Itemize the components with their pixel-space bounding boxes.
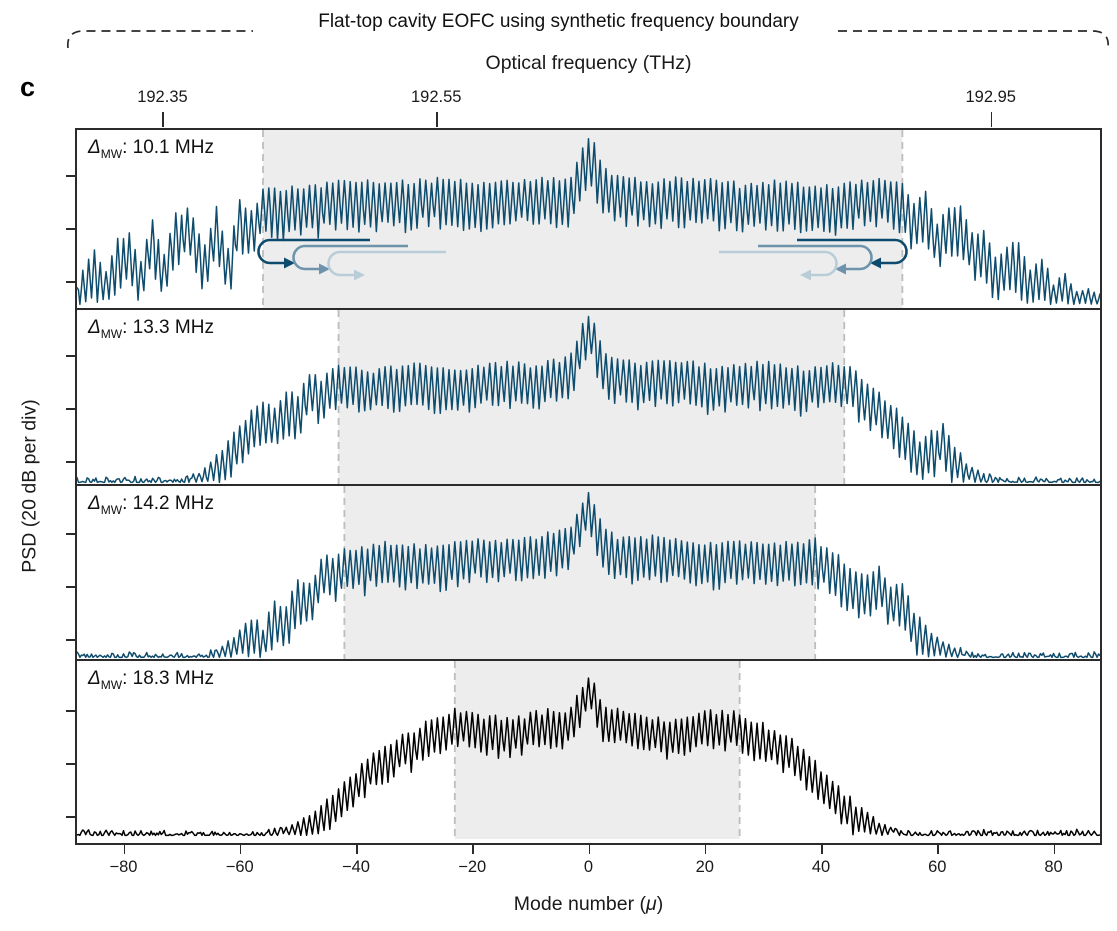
y-tick-mark <box>66 710 75 712</box>
x-tick-label: 20 <box>695 858 714 876</box>
y-tick-mark <box>66 533 75 535</box>
plot-area: ΔMW: 10.1 MHz ΔMW: 13.3 MHz ΔMW: 14.2 MHz Δ… <box>75 128 1102 845</box>
x-tick-mark <box>239 845 242 854</box>
y-tick-mark <box>66 228 75 230</box>
spectrum-panel-2: ΔMW: 13.3 MHz <box>77 308 1100 486</box>
spectrum-panel-3: ΔMW: 14.2 MHz <box>77 484 1100 661</box>
arrowhead-icon <box>354 269 365 281</box>
x-tick-label: −20 <box>458 858 487 876</box>
x-tick-mark <box>123 845 126 854</box>
y-tick-mark <box>66 461 75 463</box>
x-tick-label: 40 <box>811 858 831 876</box>
spectrum-trace <box>77 315 1100 484</box>
top-tick-mark <box>436 112 438 127</box>
x-tick-label: 80 <box>1044 858 1063 876</box>
panel-letter: c <box>20 72 36 102</box>
arrowhead-icon <box>284 257 295 269</box>
panel-label: ΔMW: 18.3 MHz <box>88 668 214 692</box>
recirculation-arrow-right <box>719 250 838 277</box>
x-axis-label-prefix: Mode number ( <box>513 893 647 915</box>
panel-label: ΔMW: 13.3 MHz <box>88 317 214 341</box>
figure-title: Flat-top cavity EOFC using synthetic fre… <box>318 11 799 32</box>
recirculation-arrow-right <box>797 238 908 265</box>
mu-symbol: μ <box>646 893 657 915</box>
top-axis-label: Optical frequency (THz) <box>485 52 692 74</box>
x-tick-label: −40 <box>342 858 370 876</box>
y-tick-mark <box>66 281 75 283</box>
recirculation-arrows <box>257 238 908 281</box>
spectrum-trace <box>77 491 1100 659</box>
y-tick-mark <box>66 586 75 588</box>
x-tick-mark <box>588 845 591 854</box>
spectrum-trace <box>77 677 1100 837</box>
x-tick-mark <box>937 845 939 854</box>
arrowhead-icon <box>870 257 881 269</box>
x-tick-label: −60 <box>225 858 254 876</box>
arrowhead-icon <box>319 263 330 275</box>
spectrum-trace <box>77 137 1100 306</box>
x-axis-label-suffix: ) <box>656 893 664 915</box>
x-tick-label: −80 <box>109 858 138 876</box>
y-tick-mark <box>66 355 75 357</box>
x-axis-label: Mode number (μ) <box>75 893 1102 916</box>
panel-label: ΔMW: 14.2 MHz <box>88 493 214 517</box>
y-axis-label: PSD (20 dB per div) <box>18 399 41 573</box>
title-bracket-dashes <box>66 30 1110 49</box>
top-tick-mark <box>990 112 993 127</box>
recirculation-arrow-left <box>292 244 408 271</box>
y-tick-mark <box>66 175 75 177</box>
x-tick-mark <box>704 845 707 854</box>
panel-label: ΔMW: 10.1 MHz <box>88 137 214 161</box>
top-tick-label: 192.55 <box>410 88 462 106</box>
recirculation-arrow-left <box>257 238 370 265</box>
x-tick-label: 60 <box>928 858 947 876</box>
x-tick-label: 0 <box>583 858 594 876</box>
shaded-boundary-region <box>454 661 740 839</box>
spectrum-panel-4: ΔMW: 18.3 MHz <box>77 659 1100 839</box>
x-tick-mark <box>821 845 823 854</box>
y-tick-mark <box>66 639 75 641</box>
x-tick-mark <box>1053 845 1056 854</box>
y-tick-mark <box>66 763 75 765</box>
recirculation-arrow-left <box>327 250 446 277</box>
arrowhead-icon <box>835 263 846 275</box>
recirculation-arrow-right <box>758 244 873 271</box>
top-tick-label: 192.95 <box>965 88 1016 106</box>
y-tick-mark <box>66 816 75 818</box>
shaded-boundary-region <box>338 310 845 486</box>
arrowhead-icon <box>800 269 811 281</box>
spectrum-panel-1: ΔMW: 10.1 MHz <box>77 130 1100 308</box>
top-tick-label: 192.35 <box>137 88 188 106</box>
x-tick-mark <box>472 845 474 854</box>
x-tick-mark <box>356 845 358 854</box>
y-tick-mark <box>66 408 75 410</box>
shaded-boundary-region <box>344 486 816 661</box>
top-tick-mark <box>162 112 165 127</box>
